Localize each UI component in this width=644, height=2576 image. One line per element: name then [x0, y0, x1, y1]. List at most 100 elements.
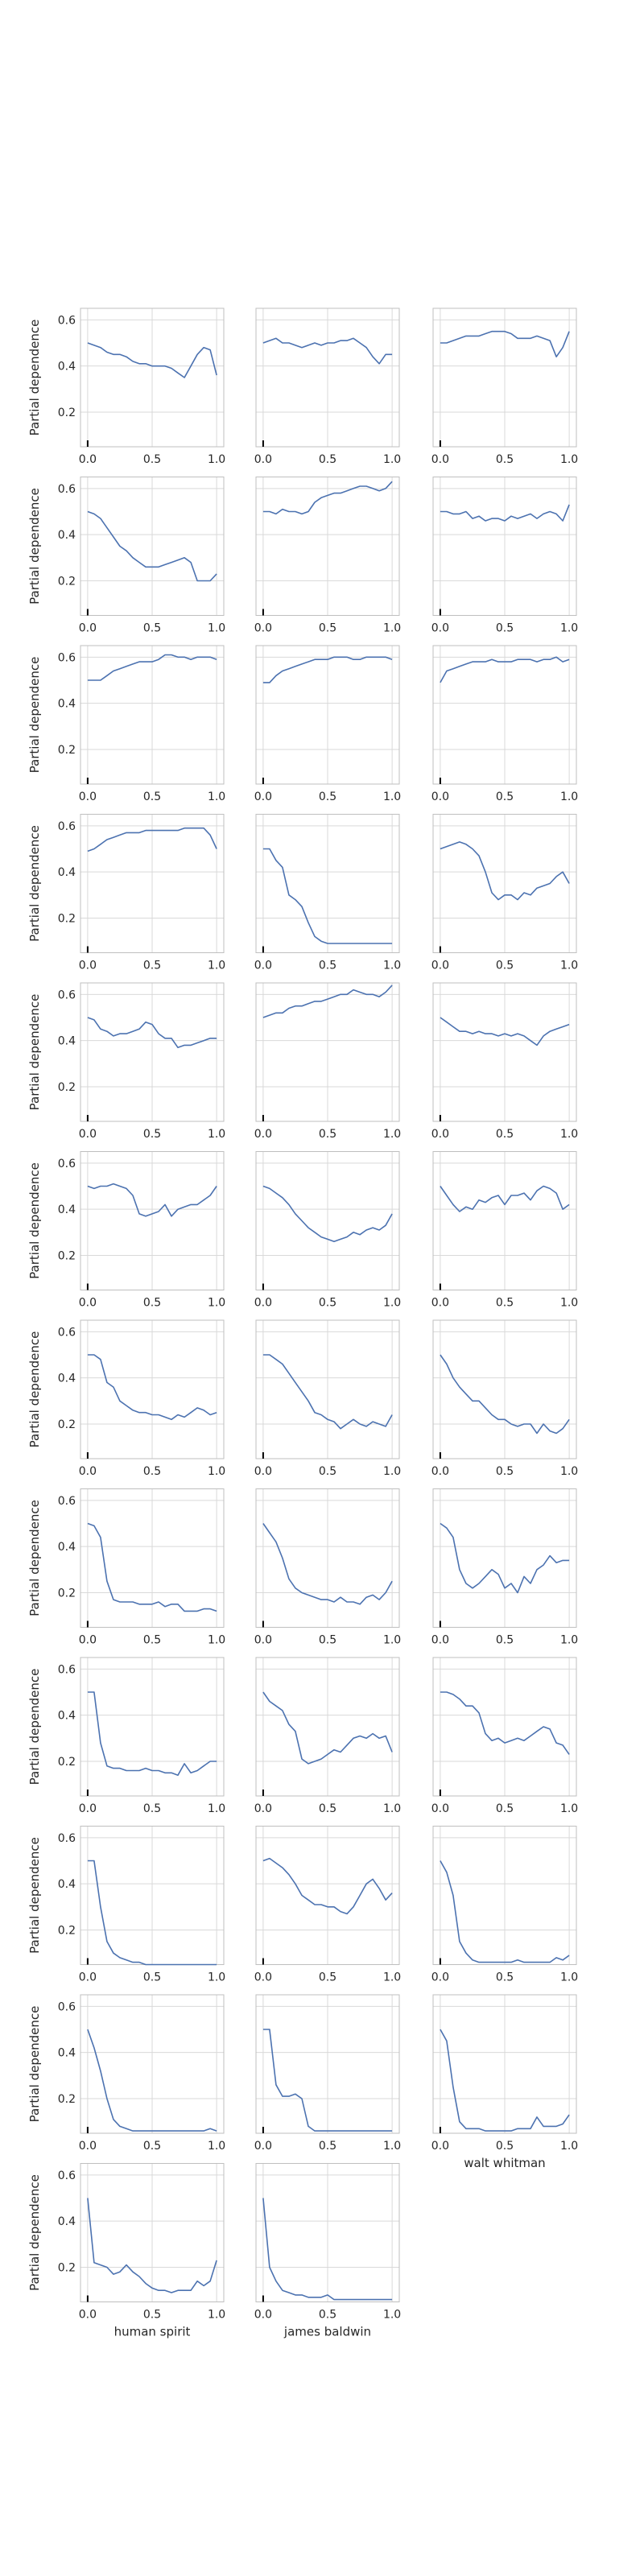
x-tick-label: 0.5 [143, 1128, 161, 1141]
panel-frame [255, 1826, 400, 1965]
x-tick-label: 1.0 [208, 453, 225, 466]
y-tick-label: 0.6 [58, 2000, 76, 2013]
panel-frame [432, 1488, 577, 1628]
pd-series-line [262, 656, 393, 683]
x-tick-label: 0.0 [254, 1297, 272, 1310]
x-tick-label: 0.5 [319, 622, 336, 635]
x-tick-label: 0.5 [496, 1802, 514, 1815]
panel-frame [80, 308, 225, 448]
panel-frame [432, 477, 577, 616]
pd-series-line [87, 342, 217, 378]
panel: 0.0 0.5 1.0 [431, 1319, 578, 1478]
x-tick-label: 0.5 [496, 1465, 514, 1478]
panel: 0.0 0.5 1.0 [254, 1488, 401, 1647]
y-axis-label: Partial dependence [27, 2006, 42, 2123]
panel-frame [80, 477, 225, 616]
panel-frame [432, 1657, 577, 1797]
pd-series-line [262, 481, 393, 515]
panel-frame [255, 1319, 400, 1459]
y-tick-label: 0.4 [58, 361, 76, 374]
x-tick-label: 0.5 [319, 2140, 336, 2153]
panel-frame [432, 1319, 577, 1459]
x-tick-label: 0.0 [431, 1128, 449, 1141]
x-tick-label: 0.0 [79, 622, 97, 635]
y-tick-label: 0.6 [58, 2169, 76, 2182]
y-tick-label: 0.6 [58, 1158, 76, 1170]
panel-frame [255, 1488, 400, 1628]
y-tick-label: 0.4 [58, 1878, 76, 1891]
x-tick-label: 0.5 [143, 1297, 161, 1310]
x-tick-label: 0.5 [143, 622, 161, 635]
y-tick-label: 0.6 [58, 1832, 76, 1845]
y-axis-label: Partial dependence [27, 994, 42, 1111]
panel: 0.0 0.5 1.0 0.2 0.4 0.6 Partial dependence [27, 814, 225, 972]
panel: 0.0 0.5 1.0 [431, 1657, 578, 1815]
y-tick-label: 0.2 [58, 1418, 76, 1431]
panel: 0.0 0.5 1.0 0.2 0.4 0.6 Partial dependence [27, 477, 225, 635]
panel-frame [255, 477, 400, 616]
x-tick-label: 0.5 [496, 1634, 514, 1647]
x-tick-label: 0.0 [431, 622, 449, 635]
x-tick-label: 0.0 [431, 1802, 449, 1815]
y-tick-label: 0.6 [58, 820, 76, 833]
x-tick-label: 1.0 [383, 1465, 401, 1478]
x-tick-label: 1.0 [208, 1465, 225, 1478]
y-tick-label: 0.6 [58, 1663, 76, 1676]
y-axis-label: Partial dependence [27, 1669, 42, 1785]
pd-series-line [262, 337, 393, 365]
pd-series-line [262, 985, 393, 1018]
x-tick-label: 0.0 [79, 1634, 97, 1647]
x-tick-label: 1.0 [208, 2309, 225, 2322]
y-axis-label: Partial dependence [27, 825, 42, 942]
x-tick-label: 1.0 [560, 2140, 578, 2153]
panel-frame [80, 645, 225, 785]
pd-series-line [87, 1354, 217, 1421]
y-axis-label: Partial dependence [27, 1837, 42, 1954]
panel: 0.0 0.5 1.0 [431, 1151, 578, 1310]
pd-series-line [87, 510, 217, 582]
panel: 0.0 0.5 1.0 [254, 1657, 401, 1815]
panel: 0.0 0.5 1.0 0.2 0.4 0.6 Partial dependence [27, 645, 225, 803]
x-tick-label: 0.0 [79, 2309, 97, 2322]
x-tick-label: 1.0 [383, 1971, 401, 1984]
panel: 0.0 0.5 1.0 [431, 308, 578, 466]
x-tick-label: 0.0 [254, 453, 272, 466]
x-tick-label: 0.5 [319, 1634, 336, 1647]
y-tick-label: 0.2 [58, 2262, 76, 2275]
x-tick-label: 0.0 [431, 2140, 449, 2153]
pd-series-line [440, 1691, 570, 1755]
pd-series-line [440, 1185, 570, 1212]
panel: 0.0 0.5 1.0 [254, 477, 401, 635]
x-tick-label: 0.5 [143, 453, 161, 466]
x-tick-label: 1.0 [560, 1971, 578, 1984]
pd-series-line [440, 1017, 570, 1046]
panel: 0.0 0.5 1.0 [431, 645, 578, 803]
pd-series-line [87, 654, 217, 681]
panel: 0.0 0.5 1.0 0.2 0.4 0.6 Partial dependence [27, 982, 225, 1141]
x-tick-label: 1.0 [383, 453, 401, 466]
x-tick-label: 0.0 [431, 453, 449, 466]
panel: 0.0 0.5 1.0 [431, 814, 578, 972]
x-tick-label: 0.0 [79, 1128, 97, 1141]
pd-series-line [262, 1354, 393, 1430]
panel: 0.0 0.5 1.0 [254, 1151, 401, 1310]
x-tick-label: 1.0 [560, 1297, 578, 1310]
panel: 0.0 0.5 1.0 0.2 0.4 0.6 Partial dependence [27, 1994, 225, 2153]
x-tick-label: 0.0 [254, 1465, 272, 1478]
x-tick-label: 0.0 [431, 1297, 449, 1310]
x-tick-label: 0.0 [79, 453, 97, 466]
panel: 0.0 0.5 1.0 0.2 0.4 0.6 Partial dependence [27, 1488, 225, 1647]
x-tick-label: 1.0 [208, 791, 225, 803]
x-tick-label: 0.5 [496, 2140, 514, 2153]
panel: 0.0 0.5 1.0 [254, 1994, 401, 2153]
y-tick-label: 0.2 [58, 913, 76, 926]
x-tick-label: 0.0 [79, 1802, 97, 1815]
x-tick-label: 1.0 [383, 1128, 401, 1141]
x-axis-label: human spirit [114, 2325, 191, 2339]
panel-frame [255, 1657, 400, 1797]
x-tick-label: 0.5 [319, 1971, 336, 1984]
y-tick-label: 0.4 [58, 1203, 76, 1216]
panel-frame [80, 1319, 225, 1459]
y-tick-label: 0.6 [58, 1495, 76, 1508]
x-tick-label: 0.0 [79, 1297, 97, 1310]
